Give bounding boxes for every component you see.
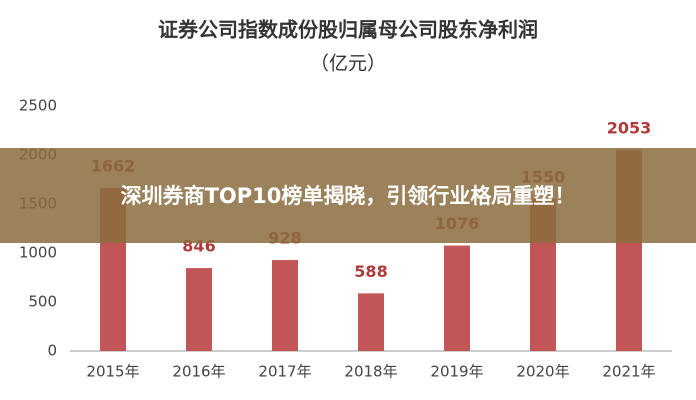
value-label: 588	[354, 262, 387, 281]
y-tick-label: 1000	[19, 244, 57, 262]
chart-title: 证券公司指数成份股归属母公司股东净利润	[158, 18, 538, 42]
bar	[444, 245, 470, 351]
y-tick-label: 2500	[19, 97, 57, 115]
x-tick-label: 2018年	[344, 363, 397, 381]
y-tick-label: 500	[28, 293, 57, 311]
bar	[358, 293, 384, 351]
chart-subtitle: （亿元）	[310, 53, 386, 75]
x-tick-label: 2015年	[86, 363, 139, 381]
bar	[186, 268, 212, 351]
x-tick-label: 2017年	[258, 363, 311, 381]
x-tick-label: 2021年	[602, 363, 655, 381]
value-label: 2053	[607, 118, 652, 137]
overlay-banner: 深圳券商TOP10榜单揭晓，引领行业格局重塑！	[0, 148, 696, 243]
bar	[272, 260, 298, 351]
x-tick-label: 2020年	[516, 363, 569, 381]
x-tick-label: 2016年	[172, 363, 225, 381]
y-tick-label: 0	[47, 342, 57, 360]
x-tick-label: 2019年	[430, 363, 483, 381]
